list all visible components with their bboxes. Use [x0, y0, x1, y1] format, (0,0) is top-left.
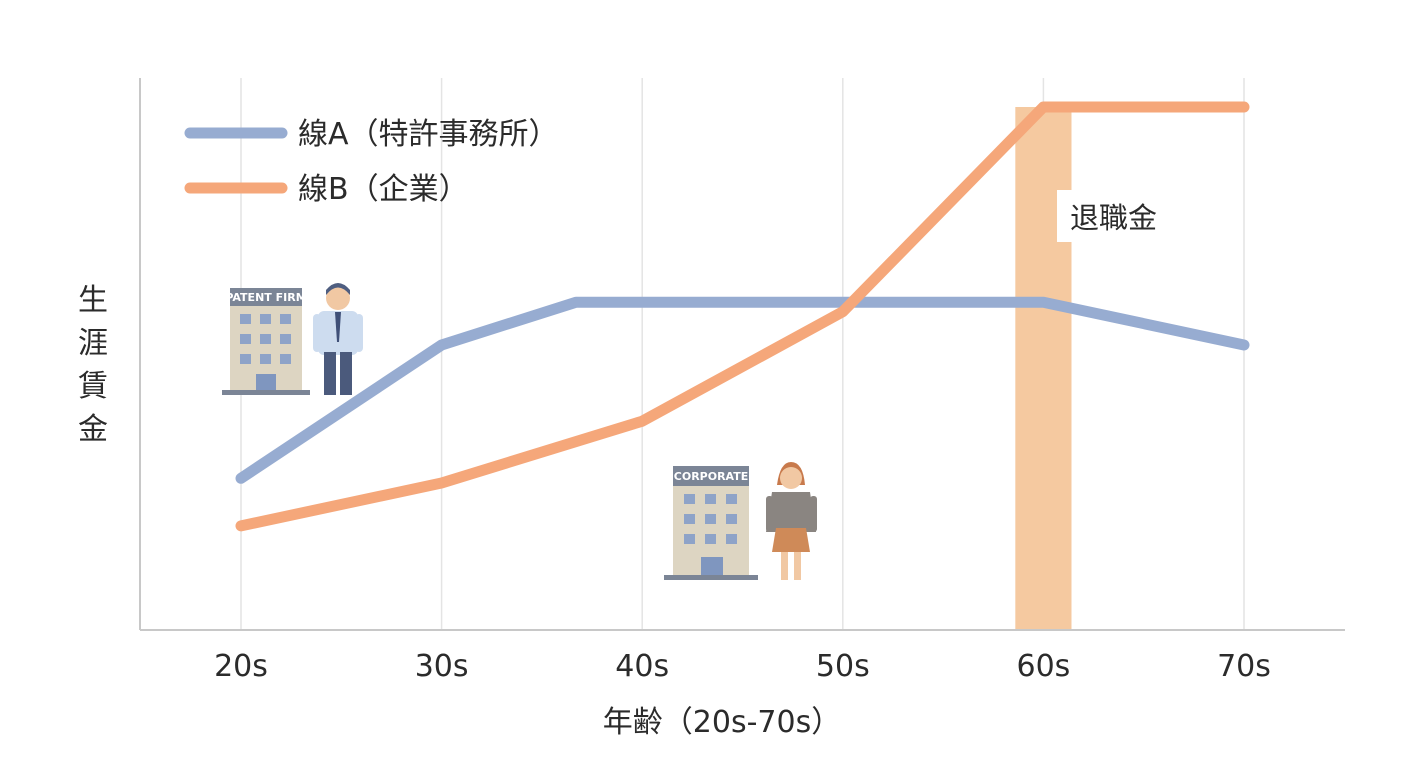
retirement-band-group: [1015, 107, 1072, 630]
retirement-label-box: [1057, 190, 1169, 242]
series-lines: [235, 101, 1250, 532]
patent-firm-illustration: PATENT FIRM: [222, 283, 363, 395]
x-tick-30s: 30s: [415, 649, 469, 684]
x-tick-40s: 40s: [615, 649, 669, 684]
x-tick-70s: 70s: [1217, 649, 1271, 684]
series-line-b: [235, 101, 1250, 532]
x-tick-60s: 60s: [1016, 649, 1070, 684]
x-axis-title: 年齢（20s-70s）: [603, 705, 841, 740]
x-tick-labels: 20s 30s 40s 50s 60s 70s: [214, 649, 1271, 684]
corporate-sign: CORPORATE: [674, 470, 748, 483]
legend-label-series-b: 線B（企業）: [298, 172, 469, 207]
x-tick-20s: 20s: [214, 649, 268, 684]
x-tick-50s: 50s: [816, 649, 870, 684]
y-axis-title: 生涯賃金: [78, 283, 108, 447]
retirement-label: 退職金: [1070, 201, 1157, 235]
legend: 線A（特許事務所） 線B（企業）: [184, 117, 559, 207]
series-line-a: [235, 296, 1250, 484]
axes: [139, 78, 1345, 631]
retirement-band: [1015, 107, 1072, 630]
legend-label-series-a: 線A（特許事務所）: [298, 117, 559, 152]
patent-firm-sign: PATENT FIRM: [225, 291, 306, 304]
corporate-illustration: CORPORATE: [664, 462, 817, 580]
